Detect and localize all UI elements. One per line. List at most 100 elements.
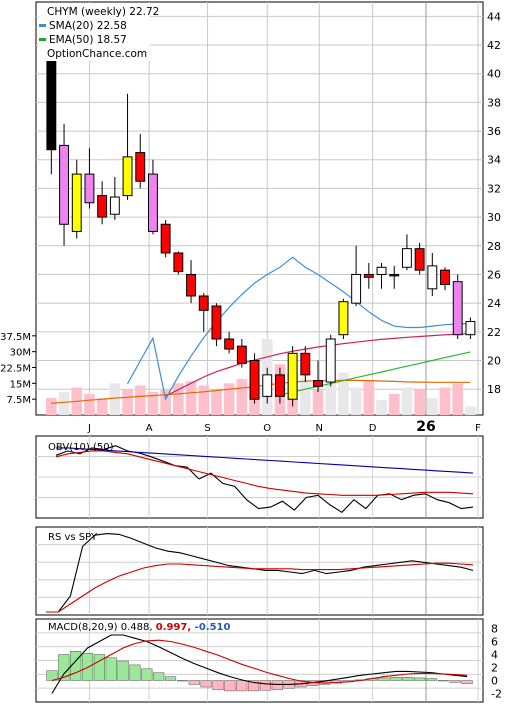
macd-histogram-bar — [58, 654, 70, 681]
volume-bar — [134, 385, 146, 415]
volume-bar — [388, 393, 400, 415]
macd-legend-label: MACD(8,20,9) 0.488, — [48, 622, 156, 633]
candle-body — [236, 345, 247, 364]
candle-body — [465, 321, 476, 336]
macd-line — [51, 634, 468, 694]
macd-legend-value2: -0.510 — [195, 622, 231, 633]
macd-histogram-bar — [188, 680, 200, 685]
macd-histogram-bar — [449, 680, 461, 683]
volume-bar — [236, 379, 248, 415]
volume-bar — [223, 383, 235, 415]
volume-ma-line — [51, 379, 471, 404]
macd-legend-value1: 0.997, — [156, 622, 195, 633]
macd-histogram-bar — [105, 657, 117, 681]
volume-bar — [439, 387, 451, 415]
macd-histogram-bar — [141, 668, 153, 681]
volume-bar — [185, 381, 197, 415]
rs-panel: RS vs SPY — [35, 526, 484, 616]
price-y-tick-label: 38 — [487, 96, 501, 109]
price-x-tick-label: O — [263, 423, 271, 434]
price-y-tick-label: 42 — [487, 39, 501, 52]
volume-bar — [84, 393, 95, 415]
volume-bar — [465, 406, 476, 415]
macd-histogram-bar — [164, 676, 177, 681]
candle-body — [313, 380, 323, 387]
volume-tick-label: 7.5M — [6, 395, 31, 406]
macd-histogram-bar — [176, 680, 188, 682]
macd-histogram-bar — [129, 664, 141, 681]
candle-body — [211, 305, 222, 340]
volume-bar — [376, 400, 387, 415]
obv-panel: OBV(10) (50) — [35, 435, 484, 519]
price-legend: CHYM (weekly) 22.72 SMA(20) 22.58 EMA(50) … — [38, 3, 159, 61]
candle-body — [135, 152, 146, 182]
price-x-tick-label: 26 — [416, 419, 435, 435]
macd-histogram-bar — [378, 677, 390, 681]
macd-histogram-bar — [236, 680, 248, 692]
price-x-tick-label: F — [475, 423, 481, 434]
volume-bar — [452, 383, 464, 415]
candle-body — [351, 273, 362, 304]
candle-body — [274, 374, 285, 397]
volume-bar — [414, 389, 425, 415]
candle-body — [109, 196, 120, 215]
volume-bar — [363, 381, 375, 415]
candle-body — [389, 273, 400, 277]
rs-series-line — [46, 562, 474, 613]
volume-bar — [211, 389, 222, 415]
price-x-axis: J A S O N D 26 F — [87, 419, 481, 435]
candle-body — [84, 173, 95, 204]
price-y-tick-label: 36 — [487, 125, 501, 138]
macd-histogram-bar — [425, 678, 438, 681]
macd-histogram-bar — [402, 677, 414, 681]
volume-tick-label: 37.5M — [0, 332, 31, 343]
macd-histogram-bar — [390, 677, 402, 681]
sma20-line — [126, 256, 471, 401]
candle-body — [401, 248, 412, 268]
volume-bar — [401, 387, 413, 415]
candle-body — [452, 281, 463, 336]
macd-signal-line — [51, 639, 468, 684]
rs-frame — [35, 526, 484, 616]
candle-body — [186, 273, 196, 297]
price-y-tick-label: 24 — [487, 297, 501, 310]
obv-series-line — [55, 445, 474, 514]
volume-bar — [312, 389, 324, 415]
legend-entry: SMA(20) 22.58 — [49, 20, 127, 32]
price-y-tick-label: 26 — [487, 268, 501, 281]
candle-body — [122, 156, 133, 197]
macd-histogram-bar — [461, 680, 473, 684]
volume-bar — [109, 383, 121, 415]
volume-bar — [338, 372, 349, 415]
ema50-line — [279, 351, 471, 396]
volume-bar — [46, 398, 57, 415]
rs-lines — [46, 533, 474, 613]
volume-tick-label: 30M — [10, 348, 31, 359]
legend-bg — [38, 3, 150, 61]
volume-bar — [58, 391, 70, 415]
macd-y-tick-label: 6 — [491, 636, 498, 649]
macd-histogram-bar — [224, 680, 236, 692]
macd-lines — [51, 634, 468, 694]
price-y-tick-label: 40 — [487, 68, 501, 81]
macd-legend: MACD(8,20,9) 0.488, 0.997, -0.510 — [48, 622, 230, 633]
rs-series-line — [46, 533, 474, 613]
volume-bar — [426, 398, 438, 415]
obv-series-line — [56, 447, 474, 474]
candle-body — [338, 301, 349, 336]
volume-bar — [173, 383, 184, 415]
price-y-tick-label: 22 — [487, 326, 501, 339]
macd-histogram-bar — [93, 654, 105, 681]
price-x-tick-label: S — [204, 423, 210, 434]
obv-legend: OBV(10) (50) — [48, 442, 114, 453]
macd-histogram-bar — [247, 680, 260, 692]
macd-histogram-bar — [437, 680, 449, 682]
macd-histogram-bar — [81, 652, 94, 681]
candle-body — [147, 173, 158, 232]
macd-y-tick-label: 2 — [491, 662, 498, 675]
volume-axis: 37.5M 30M 22.5M 15M 7.5M — [0, 332, 36, 406]
